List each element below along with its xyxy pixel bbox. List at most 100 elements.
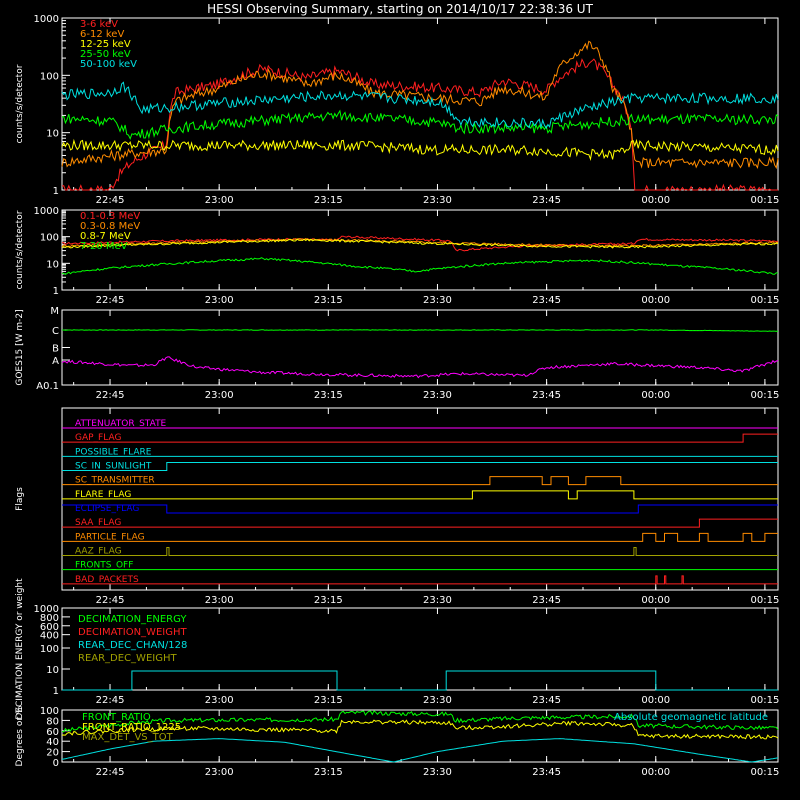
flag-label: FRONTS_OFF bbox=[75, 561, 133, 571]
legend-entry: 50-100 keV bbox=[80, 59, 137, 70]
y-tick-label: 400 bbox=[40, 631, 59, 642]
y-tick-label: 60 bbox=[46, 727, 59, 738]
x-tick-label: 23:30 bbox=[423, 767, 452, 778]
figure-title: HESSI Observing Summary, starting on 201… bbox=[207, 2, 593, 16]
flag-line bbox=[62, 462, 778, 471]
x-tick-label: 23:30 bbox=[423, 390, 452, 401]
y-axis-label: counts/s/detector bbox=[15, 210, 25, 289]
flag-label: ATTENUATOR_STATE bbox=[75, 419, 167, 429]
x-tick-label: 23:00 bbox=[205, 595, 234, 606]
legend-entry: 25-50 keV bbox=[80, 49, 131, 60]
series-line bbox=[61, 109, 779, 141]
annotation-label: Absolute geomagnetic latitude bbox=[614, 712, 768, 723]
legend-entry: 3-6 keV bbox=[80, 19, 118, 30]
x-tick-label: 23:45 bbox=[532, 195, 561, 206]
legend-entry: 12-25 keV bbox=[80, 39, 131, 50]
y-tick-label: 100 bbox=[40, 706, 59, 717]
flag-label: AAZ_FLAG bbox=[75, 547, 122, 557]
legend-entry: 7-20 MeV bbox=[80, 241, 128, 252]
x-tick-label: 22:45 bbox=[96, 767, 125, 778]
panel-frame bbox=[61, 17, 779, 191]
legend-entry: 0.1-0.3 MeV bbox=[80, 211, 140, 222]
x-tick-label: 00:00 bbox=[641, 695, 670, 706]
y-tick-label: 10 bbox=[46, 665, 59, 676]
x-tick-label: 22:45 bbox=[96, 195, 125, 206]
x-tick-label: 23:30 bbox=[423, 295, 452, 306]
series-line bbox=[61, 710, 779, 733]
x-tick-label: 00:15 bbox=[750, 390, 779, 401]
x-tick-label: 00:00 bbox=[641, 195, 670, 206]
x-tick-label: 00:00 bbox=[641, 767, 670, 778]
y-tick-label: 1000 bbox=[34, 14, 59, 25]
y-tick-label: 1000 bbox=[34, 604, 59, 615]
y-tick-label: 20 bbox=[46, 748, 59, 759]
panel-0: 22:45 23:00 23:15 23:30 23:45 00:00 00:15 count… bbox=[15, 14, 779, 206]
flag-line bbox=[62, 490, 778, 500]
flag-line bbox=[62, 575, 778, 585]
y-tick-label: 600 bbox=[40, 622, 59, 633]
y-tick-label: B bbox=[52, 344, 59, 355]
panel-frame bbox=[61, 209, 779, 291]
x-tick-label: 23:30 bbox=[423, 195, 452, 206]
legend-entry: 0.3-0.8 MeV bbox=[80, 221, 140, 232]
flag-line bbox=[62, 433, 778, 443]
x-tick-label: 23:15 bbox=[314, 595, 343, 606]
x-tick-label: 00:15 bbox=[750, 767, 779, 778]
y-tick-label: A0.1 bbox=[36, 381, 59, 392]
flag-label: SC_IN_SUNLIGHT bbox=[75, 462, 152, 472]
series-line bbox=[61, 719, 779, 740]
y-tick-label: A bbox=[52, 356, 59, 367]
x-tick-label: 00:15 bbox=[750, 295, 779, 306]
series-line bbox=[61, 40, 779, 170]
legend-entry: 0.8-7 MeV bbox=[80, 231, 131, 242]
series-line bbox=[61, 257, 779, 275]
y-tick-label: 1 bbox=[53, 686, 59, 697]
x-tick-label: 23:15 bbox=[314, 195, 343, 206]
panel-1: 22:45 23:00 23:15 23:30 23:45 00:00 00:15 count… bbox=[15, 206, 779, 306]
flag-line bbox=[62, 476, 778, 486]
y-axis-label: DECIMATION ENERGY or weight bbox=[15, 578, 25, 720]
x-tick-label: 23:45 bbox=[532, 767, 561, 778]
y-axis-label: GOES15 [W m-2] bbox=[15, 309, 25, 385]
x-tick-label: 23:30 bbox=[423, 595, 452, 606]
panel-5: 22:45 23:00 23:15 23:30 23:45 00:00 00:15 Degre… bbox=[15, 705, 779, 778]
flag-label: BAD_PACKETS bbox=[75, 575, 139, 585]
y-tick-label: 1000 bbox=[34, 206, 59, 217]
series-line bbox=[61, 81, 779, 130]
x-tick-label: 23:00 bbox=[205, 390, 234, 401]
series-line bbox=[61, 58, 778, 192]
y-tick-label: 40 bbox=[46, 737, 59, 748]
x-tick-label: 23:15 bbox=[314, 390, 343, 401]
x-tick-label: 23:00 bbox=[205, 295, 234, 306]
legend-entry: DECIMATION_WEIGHT bbox=[78, 627, 187, 638]
y-tick-label: 10 bbox=[46, 129, 59, 140]
x-tick-label: 23:45 bbox=[532, 295, 561, 306]
series-line bbox=[61, 138, 779, 161]
panel-frame bbox=[61, 309, 779, 386]
legend-entry: MAX_DET_VS_TOT bbox=[82, 732, 174, 743]
x-tick-label: 22:45 bbox=[96, 295, 125, 306]
series-line bbox=[61, 238, 779, 249]
flag-label: PARTICLE_FLAG bbox=[75, 532, 145, 542]
legend-entry: REAR_DEC_WEIGHT bbox=[78, 653, 177, 664]
legend-entry: FRONT_RATIO bbox=[82, 712, 151, 723]
y-tick-label: 100 bbox=[40, 233, 59, 244]
series-line bbox=[62, 329, 779, 332]
x-tick-label: 23:00 bbox=[205, 195, 234, 206]
legend-entry: DECIMATION_ENERGY bbox=[78, 614, 187, 625]
y-tick-label: 1 bbox=[53, 186, 59, 197]
y-tick-label: 10 bbox=[46, 259, 59, 270]
flag-label: POSSIBLE_FLARE bbox=[75, 447, 152, 457]
y-axis-label: Flags bbox=[15, 487, 25, 511]
flag-line bbox=[62, 504, 778, 514]
flag-label: GAP_FLAG bbox=[75, 433, 121, 443]
y-tick-label: 0 bbox=[53, 758, 59, 769]
y-tick-label: 80 bbox=[46, 716, 59, 727]
y-tick-label: 100 bbox=[40, 644, 59, 655]
y-tick-label: 100 bbox=[40, 71, 59, 82]
y-tick-label: M bbox=[50, 306, 59, 317]
x-tick-label: 23:45 bbox=[532, 595, 561, 606]
x-tick-label: 23:15 bbox=[314, 767, 343, 778]
flag-label: SAA_FLAG bbox=[75, 518, 121, 528]
legend-entry: REAR_DEC_CHAN/128 bbox=[78, 640, 187, 651]
